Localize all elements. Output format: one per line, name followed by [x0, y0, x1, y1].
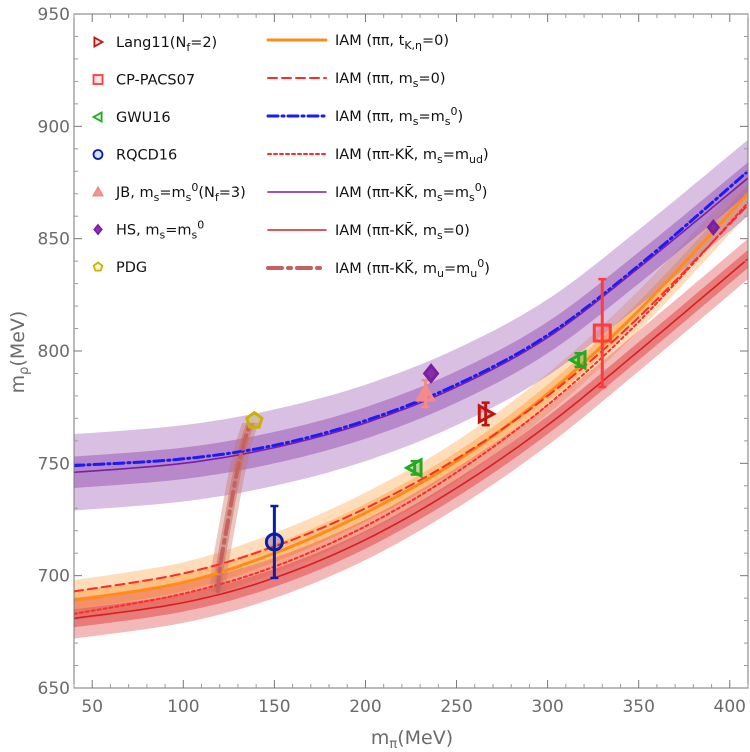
- data-point-hs-m-s-m-s-0-6: [422, 363, 440, 384]
- legend-marker-jb-m-s-m-s-0-n-f-3: JB, ms=ms0(Nf=3): [91, 181, 246, 204]
- legend-marker-label: PDG: [116, 260, 147, 276]
- x-tick-label: 350: [622, 697, 654, 717]
- marker: [415, 382, 437, 402]
- legend-line-iam-kk-m-u-m-u-0: IAM (ππ-KK̄, mu=mu0): [266, 257, 490, 280]
- curve-iam-t-k-0: [74, 192, 748, 602]
- legend-marker-pdg: PDG: [92, 260, 147, 276]
- curve-iam-kk-m-s-0: [74, 258, 748, 620]
- legend-marker-symbol: [91, 185, 105, 197]
- lattice-data-points: [244, 219, 721, 580]
- band-inner-iam-kk-m-s-m-s-0: [74, 162, 748, 489]
- legend-marker-symbol: [92, 149, 104, 160]
- legend-marker-rqcd16: RQCD16: [92, 148, 177, 164]
- y-tick-label: 750: [38, 454, 70, 474]
- legend-marker-symbol: [91, 110, 103, 124]
- x-tick-label: 300: [531, 697, 563, 717]
- curve-iam-kk-m-s-m-s-0: [74, 177, 748, 474]
- band-outer-iam-kk-m-s-0: [74, 238, 748, 639]
- legend-marker-label: RQCD16: [116, 148, 177, 164]
- legend-marker-label: JB, ms=ms0(Nf=3): [115, 181, 246, 204]
- y-tick-label: 650: [38, 679, 70, 699]
- marker: [706, 219, 721, 236]
- legend-marker-label: HS, ms=ms0: [116, 219, 204, 242]
- legend-line-label: IAM (ππ-KK̄, mu=mu0): [335, 257, 490, 280]
- y-tick-label: 800: [38, 342, 70, 362]
- data-point-gwu16-2: [403, 457, 423, 479]
- legend-marker-label: Lang11(Nf=2): [116, 35, 217, 54]
- legend-marker-gwu16: GWU16: [91, 110, 171, 126]
- marker: [477, 403, 497, 425]
- data-point-gwu16-3: [567, 349, 587, 371]
- legend-line-label: IAM (ππ, ms=ms0): [335, 105, 463, 128]
- legend-line-label: IAM (ππ-KK̄, ms=ms0): [335, 181, 487, 204]
- axis-ticks: 50 100 150 200 250 300 350 400 650 700 750 800 850 90…: [38, 5, 749, 717]
- data-point-jb-m-s-m-s-0-n-f-3-5: [415, 378, 437, 409]
- x-tick-label: 250: [440, 697, 472, 717]
- x-tick-label: 400: [714, 697, 746, 717]
- band-outer-iam-kk-m-s-m-s-0: [74, 139, 748, 511]
- y-tick-label: 900: [38, 117, 70, 137]
- legend-marker-symbol: [93, 223, 103, 236]
- marker: [592, 323, 612, 343]
- curve-iam-kk-m-s-m-ud: [74, 201, 748, 615]
- iam-curves: [74, 169, 748, 620]
- y-axis-label: mρ(MeV): [7, 311, 32, 394]
- data-point-cp-pacs07-1: [592, 277, 612, 389]
- y-tick-label: 700: [38, 567, 70, 587]
- legend-marker-hs-m-s-m-s-0: HS, ms=ms0: [93, 219, 204, 242]
- data-point-lang11-n-f-2-0: [477, 401, 497, 427]
- x-tick-label: 200: [349, 697, 381, 717]
- legend-line-label: IAM (ππ, tK,η=0): [335, 33, 449, 52]
- data-point-hs-m-s-m-s-0-7: [706, 219, 721, 236]
- marker: [264, 532, 284, 552]
- legend-line-label: IAM (ππ-KK̄, ms=0): [335, 221, 470, 242]
- y-tick-label: 850: [38, 230, 70, 250]
- legend-marker-symbol: [92, 74, 104, 85]
- uncertainty-bands: [74, 139, 748, 639]
- legend-line-label: IAM (ππ, ms=0): [335, 71, 446, 90]
- legend-marker-symbol: [92, 261, 104, 272]
- legend-line-iam-t-k-0: IAM (ππ, tK,η=0): [266, 33, 449, 52]
- x-tick-label: 50: [81, 697, 103, 717]
- legend-line-iam-kk-m-s-m-ud: IAM (ππ-KK̄, ms=mud): [267, 145, 489, 166]
- x-tick-label: 150: [258, 697, 290, 717]
- x-axis-label: mπ(MeV): [371, 727, 453, 752]
- legend-markers: Lang11(Nf=2) CP-PACS07 GWU16 RQCD16 JB, ms=m…: [91, 35, 246, 276]
- x-tick-label: 100: [167, 697, 199, 717]
- marker: [403, 457, 423, 479]
- legend-line-iam-kk-m-s-m-s-0: IAM (ππ-KK̄, ms=ms0): [267, 181, 487, 204]
- legend-line-iam-kk-m-s-0: IAM (ππ-KK̄, ms=0): [267, 221, 470, 242]
- legend-marker-cp-pacs07: CP-PACS07: [92, 73, 195, 89]
- legend-marker-symbol: [93, 35, 105, 49]
- curve-iam-kk-m-u-m-u-0: [215, 420, 253, 594]
- band-outer-iam-t-k-0: [74, 173, 748, 621]
- y-tick-label: 950: [38, 5, 70, 25]
- data-point-rqcd16-4: [264, 504, 284, 580]
- curve-iam-m-s-0: [74, 204, 748, 593]
- legend-marker-label: GWU16: [116, 110, 171, 126]
- curve-iam-m-s-m-s-0: [74, 169, 748, 468]
- legend-marker-label: CP-PACS07: [116, 73, 195, 89]
- marker: [244, 410, 264, 429]
- marker: [422, 363, 440, 384]
- legend-line-iam-m-s-m-s-0: IAM (ππ, ms=ms0): [266, 105, 463, 128]
- legend-marker-lang11-n-f-2: Lang11(Nf=2): [93, 35, 217, 54]
- legend-lines: IAM (ππ, tK,η=0) IAM (ππ, ms=0) IAM (ππ, m…: [266, 33, 490, 280]
- legend-line-label: IAM (ππ-KK̄, ms=mud): [335, 145, 489, 166]
- legend-line-iam-m-s-0: IAM (ππ, ms=0): [267, 71, 446, 90]
- marker: [567, 349, 587, 371]
- data-point-pdg-8: [244, 410, 264, 429]
